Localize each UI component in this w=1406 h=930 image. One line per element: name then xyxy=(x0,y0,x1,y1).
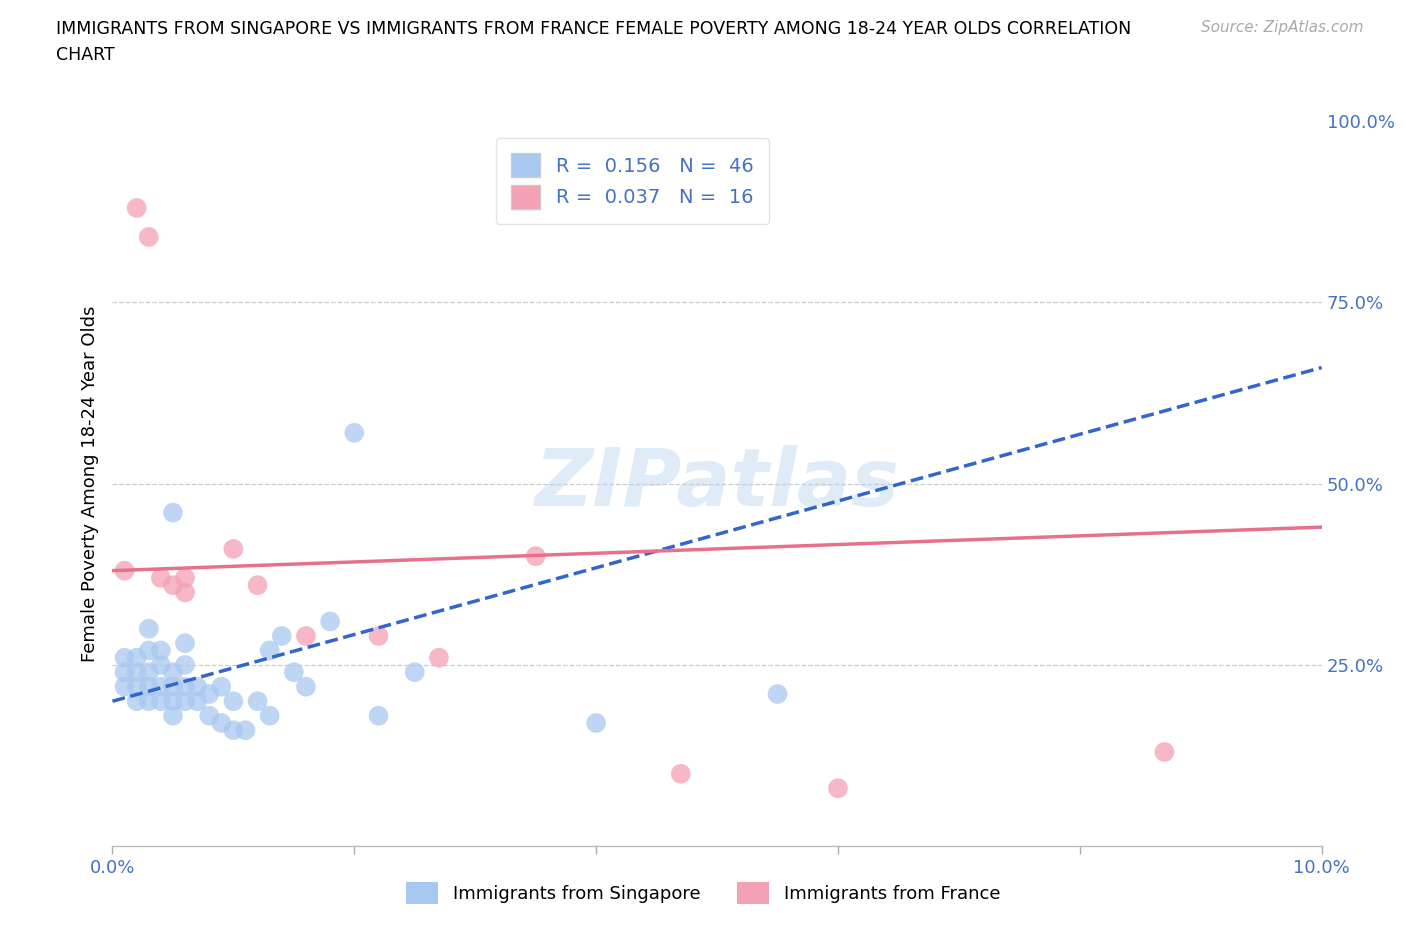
Point xyxy=(319,614,342,629)
Point xyxy=(138,679,160,694)
Point xyxy=(125,694,148,709)
Point xyxy=(198,686,221,701)
Point xyxy=(162,578,184,592)
Point xyxy=(209,715,232,730)
Point xyxy=(174,679,197,694)
Point xyxy=(259,709,281,724)
Text: CHART: CHART xyxy=(56,46,115,64)
Point xyxy=(114,564,136,578)
Point xyxy=(524,549,547,564)
Point xyxy=(162,679,184,694)
Y-axis label: Female Poverty Among 18-24 Year Olds: Female Poverty Among 18-24 Year Olds xyxy=(80,305,98,662)
Point xyxy=(367,709,389,724)
Point xyxy=(186,679,208,694)
Text: ZIPatlas: ZIPatlas xyxy=(534,445,900,523)
Text: Source: ZipAtlas.com: Source: ZipAtlas.com xyxy=(1201,20,1364,35)
Point xyxy=(138,621,160,636)
Point xyxy=(174,585,197,600)
Point xyxy=(283,665,305,680)
Point xyxy=(209,679,232,694)
Point xyxy=(404,665,426,680)
Point xyxy=(162,709,184,724)
Point xyxy=(162,694,184,709)
Point xyxy=(174,658,197,672)
Point xyxy=(138,694,160,709)
Text: IMMIGRANTS FROM SINGAPORE VS IMMIGRANTS FROM FRANCE FEMALE POVERTY AMONG 18-24 Y: IMMIGRANTS FROM SINGAPORE VS IMMIGRANTS … xyxy=(56,20,1132,38)
Point xyxy=(114,650,136,665)
Point xyxy=(125,201,148,216)
Point xyxy=(295,629,318,644)
Point xyxy=(114,665,136,680)
Point xyxy=(174,694,197,709)
Point xyxy=(222,541,245,556)
Point xyxy=(186,694,208,709)
Point xyxy=(125,665,148,680)
Legend: Immigrants from Singapore, Immigrants from France: Immigrants from Singapore, Immigrants fr… xyxy=(399,875,1007,911)
Point xyxy=(114,679,136,694)
Point xyxy=(138,230,160,245)
Point xyxy=(138,665,160,680)
Point xyxy=(125,679,148,694)
Point xyxy=(246,578,269,592)
Point xyxy=(766,686,789,701)
Point xyxy=(149,570,172,585)
Point xyxy=(222,694,245,709)
Point xyxy=(1153,745,1175,760)
Point xyxy=(149,643,172,658)
Point xyxy=(149,658,172,672)
Point xyxy=(585,715,607,730)
Point xyxy=(138,643,160,658)
Point xyxy=(270,629,292,644)
Point xyxy=(149,694,172,709)
Legend: R =  0.156   N =  46, R =  0.037   N =  16: R = 0.156 N = 46, R = 0.037 N = 16 xyxy=(496,138,769,224)
Point xyxy=(295,679,318,694)
Point xyxy=(125,650,148,665)
Point xyxy=(246,694,269,709)
Point xyxy=(149,679,172,694)
Point xyxy=(162,505,184,520)
Point xyxy=(343,425,366,440)
Point xyxy=(235,723,257,737)
Point xyxy=(427,650,450,665)
Point xyxy=(367,629,389,644)
Point xyxy=(669,766,692,781)
Point xyxy=(198,709,221,724)
Point xyxy=(174,636,197,651)
Point xyxy=(162,665,184,680)
Point xyxy=(174,570,197,585)
Point xyxy=(222,723,245,737)
Point xyxy=(259,643,281,658)
Point xyxy=(827,781,849,796)
